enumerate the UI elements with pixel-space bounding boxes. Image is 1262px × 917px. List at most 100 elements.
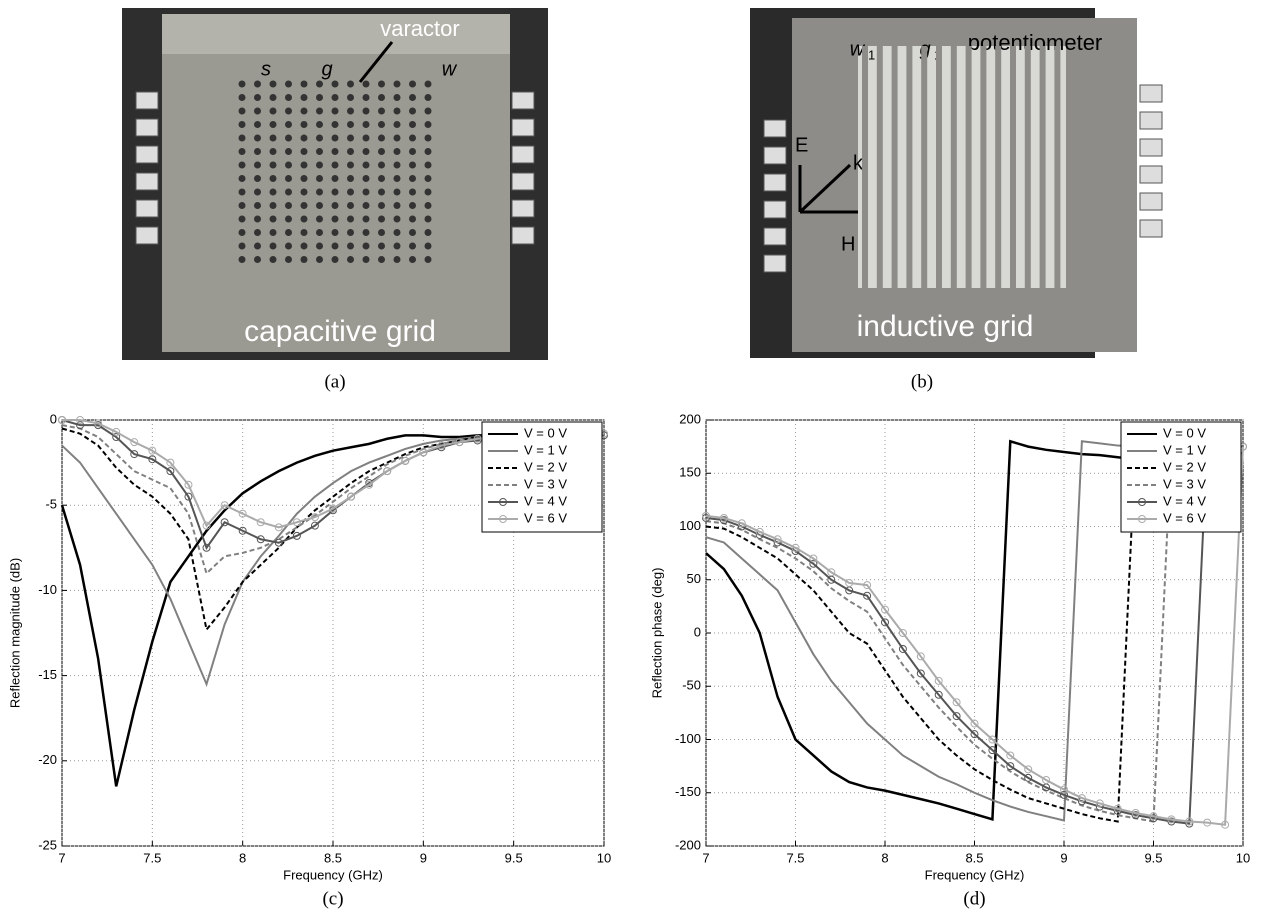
y-tick-label: -200 — [675, 837, 701, 852]
varactor-dot — [331, 229, 339, 236]
point — [1024, 773, 1033, 782]
varactor-dot — [300, 229, 308, 236]
legend-label: V = 3 V — [1163, 476, 1206, 491]
varactor-dot — [378, 161, 385, 169]
varactor-dot — [393, 107, 401, 115]
varactor-dot — [424, 242, 432, 250]
point — [166, 458, 175, 467]
legend-label: V = 0 V — [1163, 425, 1206, 440]
legend-label: V = 4 V — [1163, 493, 1206, 508]
pad — [1139, 192, 1163, 211]
varactor-dot — [347, 134, 354, 142]
y-tick-label: -5 — [45, 497, 57, 512]
x-tick-label: 8 — [881, 850, 888, 865]
pad — [511, 91, 535, 110]
varactor-dot — [238, 121, 246, 128]
varactor-dot — [300, 121, 308, 128]
pad — [1139, 111, 1163, 130]
panel-label: (a) — [324, 371, 345, 392]
varactor-dot — [378, 229, 385, 236]
point — [58, 416, 66, 424]
pad — [135, 118, 159, 137]
legend-label: V = 0 V — [524, 425, 567, 440]
axes-arrows — [798, 163, 858, 214]
varactor-dot — [393, 80, 401, 88]
y-tick-label: 0 — [50, 411, 57, 426]
varactor-dot — [254, 107, 261, 115]
varactor-dot — [378, 256, 385, 263]
point — [292, 531, 301, 540]
point — [419, 448, 428, 457]
y-tick-label: -100 — [675, 731, 701, 746]
varactor-dot — [269, 229, 277, 236]
legend — [1120, 421, 1242, 533]
board — [162, 14, 510, 352]
varactor-dot — [409, 121, 416, 128]
varactor-dot — [285, 134, 292, 142]
varactor-dot — [269, 134, 277, 142]
varactor-dot — [300, 242, 308, 250]
y-axis-label: Reflection phase (deg) — [649, 568, 664, 699]
point — [952, 712, 961, 721]
varactor-dot — [300, 80, 308, 88]
point — [988, 746, 997, 755]
varactor-dot — [378, 242, 385, 250]
varactor-dot — [331, 107, 339, 115]
annotation: capacitive grid — [244, 315, 436, 348]
varactor-dot — [269, 107, 277, 115]
varactor-dot — [254, 202, 261, 209]
annotation: E — [795, 134, 808, 156]
varactor-dot — [362, 148, 370, 155]
varactor-dot — [409, 175, 416, 182]
varactor-dot — [285, 175, 292, 182]
varactor-dot — [285, 107, 292, 115]
varactor-dot — [331, 121, 339, 128]
varactor-dot — [285, 242, 292, 250]
y-tick-label: -15 — [38, 667, 57, 682]
varactor-dot — [347, 148, 354, 155]
varactor-dot — [254, 148, 261, 155]
point — [1060, 790, 1068, 799]
pad — [511, 145, 535, 164]
varactor-dot — [424, 161, 432, 169]
point — [166, 467, 175, 476]
point — [1185, 817, 1194, 826]
varactor-dot — [316, 256, 323, 263]
strip — [980, 46, 987, 288]
point — [719, 516, 728, 525]
strip — [906, 46, 913, 288]
annotation: inductive grid — [857, 310, 1034, 343]
varactor-dot — [238, 94, 246, 101]
point — [112, 433, 121, 442]
varactor-dot — [285, 148, 292, 155]
point — [1149, 812, 1158, 821]
varactor-dot — [378, 202, 385, 209]
varactor-dot — [362, 188, 370, 196]
varactor-dot — [424, 94, 432, 101]
point — [916, 652, 925, 661]
pad — [511, 199, 535, 218]
varactor-dot — [238, 134, 246, 142]
x-tick-label: 8.5 — [965, 850, 983, 865]
y-tick-label: -150 — [675, 784, 701, 799]
varactor-dot — [424, 107, 432, 115]
x-tick-label: 7.5 — [143, 850, 161, 865]
varactor-dot — [316, 215, 323, 223]
point — [791, 543, 800, 552]
point — [184, 492, 193, 501]
series-line — [61, 424, 604, 576]
varactor-dot — [424, 256, 432, 263]
point — [1006, 762, 1015, 771]
varactor-dot — [393, 202, 401, 209]
legend-marker — [499, 515, 507, 523]
point — [76, 416, 85, 424]
point — [1060, 785, 1068, 794]
legend-label: V = 2 V — [524, 459, 567, 474]
legend-label: V = 1 V — [1163, 442, 1206, 457]
y-tick-label: -10 — [38, 582, 57, 597]
y-axis-label: Reflection magnitude (dB) — [7, 558, 22, 708]
pad — [763, 119, 787, 138]
point — [94, 419, 103, 428]
point — [1167, 817, 1176, 826]
point — [1221, 820, 1230, 829]
